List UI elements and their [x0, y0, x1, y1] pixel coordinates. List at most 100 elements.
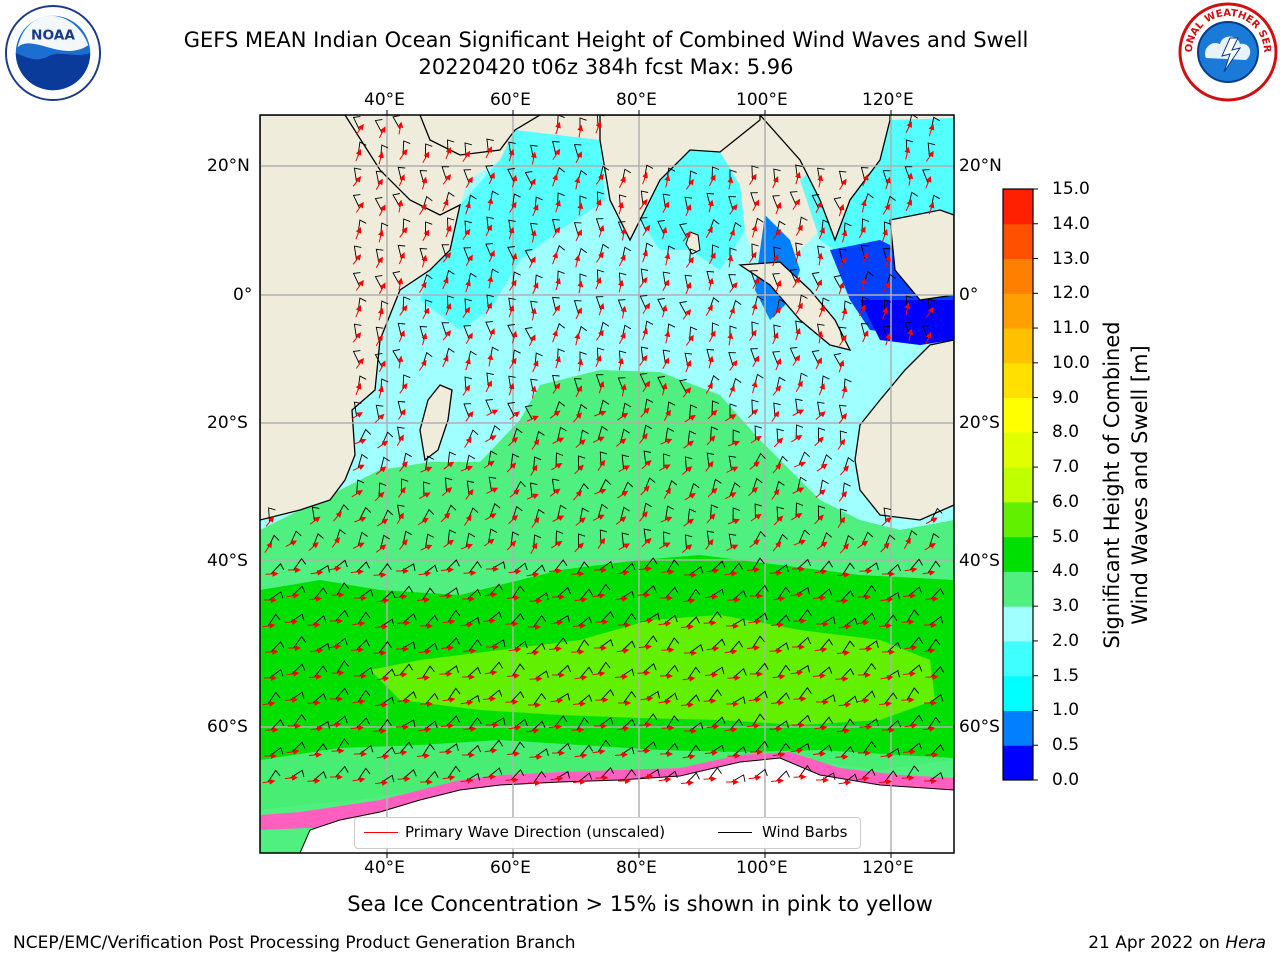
wave-direction-arrow: [792, 276, 801, 288]
wave-direction-arrow: [442, 696, 456, 703]
wind-barb: [531, 720, 546, 732]
wave-direction-arrow: [817, 330, 824, 344]
wave-direction-arrow: [841, 307, 848, 321]
wind-barb: [754, 503, 762, 519]
wave-direction-arrow: [284, 618, 298, 625]
colorbar-segment: [1003, 432, 1033, 468]
wave-direction-arrow: [838, 281, 845, 295]
wave-direction-arrow: [835, 675, 849, 682]
wave-direction-arrow: [351, 412, 363, 420]
wind-barb: [600, 767, 615, 779]
wave-direction-arrow: [463, 647, 477, 654]
nws-logo: NATIONAL WEATHER SERVICE: [1178, 2, 1278, 102]
wave-direction-arrow: [377, 518, 389, 527]
wave-direction-arrow: [350, 568, 364, 575]
wave-direction-arrow: [530, 385, 537, 399]
wind-barb: [447, 609, 461, 623]
wave-direction-arrow: [509, 279, 517, 291]
wave-direction-arrow: [575, 307, 582, 320]
wave-direction-arrow: [817, 252, 824, 266]
wind-barb: [689, 482, 700, 498]
wind-barb: [356, 717, 370, 729]
wave-direction-arrow: [575, 229, 582, 242]
wind-barb: [352, 194, 361, 209]
wave-direction-arrow: [904, 566, 918, 573]
wave-direction-arrow: [815, 411, 826, 420]
wave-direction-arrow: [552, 226, 561, 238]
wave-direction-arrow: [791, 513, 803, 521]
wave-direction-arrow: [729, 360, 738, 371]
wave-direction-arrow: [640, 485, 650, 496]
wave-direction-arrow: [637, 591, 651, 598]
wave-direction-arrow: [511, 174, 518, 188]
wind-barb: [555, 452, 564, 468]
wind-barb: [776, 692, 790, 704]
wave-direction-arrow: [416, 752, 430, 759]
wave-direction-arrow: [639, 199, 648, 210]
wave-direction-arrow: [265, 570, 279, 577]
wave-direction-arrow: [377, 307, 384, 321]
wave-direction-arrow: [551, 541, 563, 549]
wind-barb: [399, 741, 413, 754]
wind-barb: [599, 399, 610, 415]
wave-direction-arrow: [265, 516, 275, 527]
wave-direction-arrow: [903, 537, 911, 549]
colorbar-tick-label: 10.0: [1052, 352, 1090, 373]
wave-direction-arrow: [310, 569, 324, 576]
wave-direction-arrow: [792, 198, 801, 210]
wave-direction-arrow: [375, 256, 383, 268]
wind-barb: [524, 327, 533, 342]
wave-direction-arrow: [792, 487, 805, 494]
wave-direction-arrow: [642, 171, 648, 185]
wind-barb: [909, 714, 923, 727]
wave-direction-arrow: [642, 224, 651, 236]
wave-direction-arrow: [508, 226, 515, 240]
lat-label-right-20n: 20°N: [959, 156, 1002, 176]
wind-barb: [441, 244, 450, 259]
wind-barb: [597, 583, 611, 597]
wave-direction-arrow: [376, 753, 390, 760]
colorbar-title: Significant Height of Combined Wind Wave…: [1098, 295, 1158, 675]
wave-direction-arrow: [265, 648, 279, 655]
wave-direction-arrow: [773, 515, 784, 526]
wind-barb: [441, 322, 450, 337]
wave-direction-arrow: [882, 281, 891, 293]
wind-barb: [488, 476, 497, 492]
wind-barb: [600, 611, 615, 623]
wave-direction-arrow: [751, 302, 758, 316]
wind-barb: [381, 746, 396, 758]
wave-direction-arrow: [838, 701, 852, 708]
wind-barb: [930, 744, 945, 756]
wave-direction-arrow: [642, 302, 651, 314]
wave-direction-arrow: [685, 334, 694, 346]
wave-direction-arrow: [573, 412, 582, 423]
wind-barb: [754, 425, 762, 441]
wave-direction-arrow: [308, 751, 322, 758]
wind-barb: [374, 197, 383, 212]
wave-direction-arrow: [793, 461, 806, 468]
wind-barb: [489, 583, 503, 596]
wave-direction-arrow: [488, 328, 495, 341]
credit-date-text: 21 Apr 2022 on: [1088, 933, 1220, 953]
wave-direction-arrow: [922, 725, 936, 732]
wind-barb: [489, 661, 503, 674]
colorbar-tick-label: 6.0: [1052, 491, 1080, 512]
map-legend: Primary Wave Direction (unscaled) Wind B…: [354, 817, 861, 849]
wave-direction-arrow: [749, 173, 757, 185]
wave-direction-arrow: [577, 124, 584, 138]
wind-barb: [336, 582, 350, 596]
wave-direction-arrow: [595, 173, 604, 185]
wind-barb: [621, 640, 636, 652]
wave-direction-arrow: [708, 174, 716, 187]
wave-direction-arrow: [529, 753, 543, 760]
wave-direction-arrow: [617, 279, 624, 293]
wave-direction-arrow: [615, 438, 627, 447]
wave-direction-arrow: [484, 435, 497, 443]
wave-direction-arrow: [487, 353, 494, 367]
wave-direction-arrow: [443, 539, 455, 548]
lon-label-top-40e: 40°E: [364, 90, 405, 110]
wave-direction-arrow: [465, 357, 471, 371]
wave-direction-arrow: [355, 149, 362, 162]
wave-direction-arrow: [555, 355, 561, 369]
wind-barb: [335, 765, 349, 778]
